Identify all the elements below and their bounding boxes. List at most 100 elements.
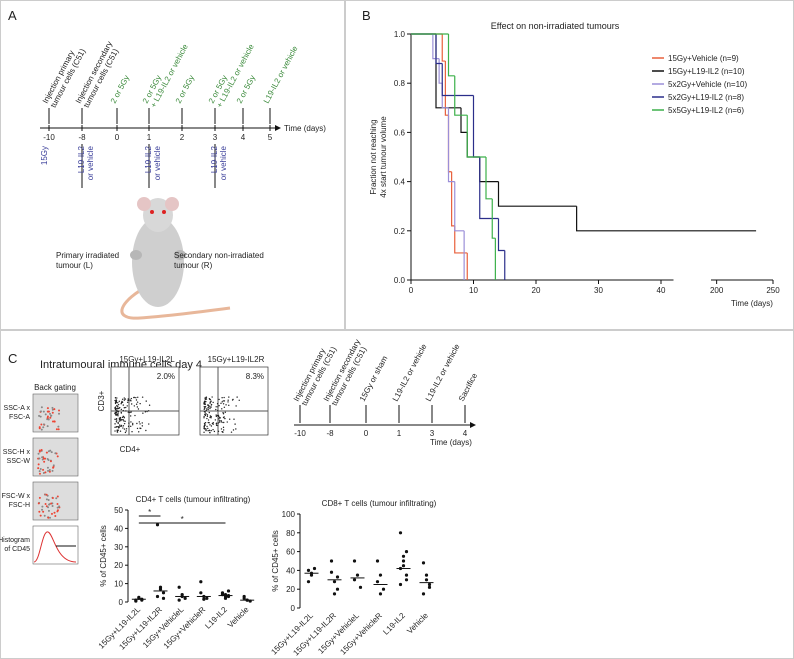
data-point xyxy=(137,595,141,600)
event-dot xyxy=(203,422,206,425)
data-point xyxy=(199,580,203,584)
event-dot xyxy=(38,510,41,513)
event-dot xyxy=(206,417,208,420)
event-dot xyxy=(145,400,147,402)
event-dot xyxy=(215,424,218,427)
timeline-tick-label: 2 xyxy=(180,133,185,142)
event-dot xyxy=(212,401,214,404)
event-dot xyxy=(41,505,44,508)
event-dot xyxy=(210,403,213,406)
data-point xyxy=(424,573,429,577)
event-dot xyxy=(39,410,42,413)
event-dot xyxy=(115,421,118,423)
data-point xyxy=(401,559,406,563)
data-point xyxy=(421,592,426,596)
event-dot xyxy=(222,429,225,431)
event-dot xyxy=(38,472,41,475)
data-point xyxy=(352,559,357,563)
x-tick-label: L19-IL2 xyxy=(381,611,407,637)
event-dot xyxy=(215,406,217,408)
event-dot xyxy=(220,402,222,405)
event-dot xyxy=(221,408,223,410)
event-dot xyxy=(142,412,144,414)
event-label: or vehicle xyxy=(219,145,228,180)
event-dot xyxy=(213,430,216,433)
event-dot xyxy=(223,400,226,402)
data-point xyxy=(242,596,246,600)
event-dot xyxy=(207,427,209,430)
event-dot xyxy=(122,409,124,412)
event-dot xyxy=(216,414,218,417)
event-dot xyxy=(38,414,41,417)
event-label: L19-IL2 or vehicle xyxy=(262,44,300,105)
event-dot xyxy=(124,398,127,400)
event-dot xyxy=(126,405,128,407)
event-dot xyxy=(117,402,119,404)
event-dot xyxy=(51,420,54,423)
y-tick-label: 20 xyxy=(286,585,295,594)
event-dot xyxy=(217,424,219,427)
survival-step xyxy=(451,171,455,227)
event-dot xyxy=(206,414,209,416)
event-dot xyxy=(216,403,219,405)
event-dot xyxy=(223,416,225,418)
event-dot xyxy=(117,407,119,410)
data-point xyxy=(398,531,403,535)
event-dot xyxy=(233,418,235,420)
timeline-axis-label: Time (days) xyxy=(430,438,472,447)
event-dot xyxy=(203,427,205,430)
data-point xyxy=(401,564,406,568)
event-dot xyxy=(126,401,129,403)
y-tick-label: 0.4 xyxy=(394,178,406,187)
data-point xyxy=(427,582,432,587)
data-point xyxy=(312,566,317,571)
x-tick-label: 15Gy+VehicleR xyxy=(338,611,384,657)
event-dot xyxy=(40,449,43,452)
data-point xyxy=(335,575,340,579)
event-dot xyxy=(133,396,135,399)
event-dot xyxy=(203,426,205,428)
event-dot xyxy=(119,406,121,409)
event-dot xyxy=(52,464,55,467)
event-dot xyxy=(215,414,217,416)
event-dot xyxy=(119,430,122,432)
event-dot xyxy=(222,403,225,405)
event-dot xyxy=(39,415,42,418)
event-dot xyxy=(46,458,49,461)
event-dot xyxy=(50,414,53,417)
event-dot xyxy=(203,408,205,410)
event-dot xyxy=(217,409,219,412)
event-dot xyxy=(212,421,214,424)
data-point xyxy=(180,593,184,597)
event-dot xyxy=(218,415,220,418)
tumour-right xyxy=(174,250,186,260)
event-dot xyxy=(118,400,120,402)
event-dot xyxy=(210,425,213,427)
event-dot xyxy=(123,399,126,401)
event-dot xyxy=(114,423,116,425)
event-dot xyxy=(210,429,212,432)
data-point xyxy=(306,568,311,573)
data-point xyxy=(375,559,380,563)
event-dot xyxy=(204,422,207,424)
event-dot xyxy=(49,416,52,419)
event-dot xyxy=(217,422,220,424)
event-label: 15Gy xyxy=(40,146,49,165)
event-dot xyxy=(114,430,116,432)
event-dot xyxy=(209,402,211,404)
event-dot xyxy=(40,428,43,431)
timeline-tick-label: -8 xyxy=(78,133,86,142)
mouse-label: Primary irradiated xyxy=(56,251,119,260)
y-tick-label: 50 xyxy=(114,506,123,515)
event-dot xyxy=(118,417,121,419)
event-dot xyxy=(205,409,208,412)
data-point xyxy=(183,596,187,600)
event-dot xyxy=(125,406,127,409)
event-dot xyxy=(121,419,123,421)
timeline-tick-label: 3 xyxy=(430,429,435,438)
event-dot xyxy=(133,405,136,407)
event-dot xyxy=(129,415,132,417)
survival-step xyxy=(454,225,468,254)
legend-label: 15Gy+L19-IL2 (n=10) xyxy=(668,67,745,76)
event-dot xyxy=(49,460,52,463)
